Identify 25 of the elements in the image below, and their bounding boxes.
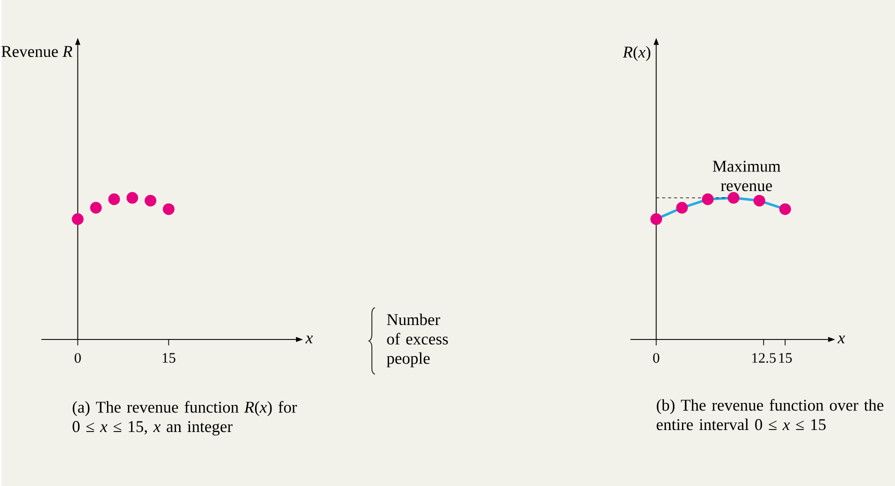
point [728, 192, 740, 204]
point [650, 213, 662, 225]
point [126, 192, 138, 204]
text: Number of excess people [386, 314, 448, 368]
text: (b) The revenue function over the entire interval 0 ≤ x ≤ 15 [656, 398, 884, 430]
x-tick-label: 0 [74, 353, 81, 363]
point [108, 193, 120, 206]
x-tick-label: 15 [162, 352, 176, 363]
x-axis-title: x [838, 336, 845, 344]
x-axis-title: x [305, 336, 313, 344]
x-tick-label: 0 [653, 353, 660, 363]
point [702, 193, 714, 206]
point [754, 194, 766, 206]
x-tick-label: 15 [779, 352, 792, 363]
point [90, 202, 102, 214]
text: (a) The revenue function R(x) for 0 ≤ x ≤ 15, x an integer [72, 400, 297, 436]
ref-line-label: Maximum revenue [712, 160, 780, 192]
x-tick-label: 12.5 [752, 353, 776, 363]
y-axis-title: R(x) [622, 46, 650, 61]
point [144, 194, 156, 206]
point [72, 213, 84, 225]
point [676, 202, 688, 214]
point [162, 203, 175, 215]
y-axis-title: Revenue R [1, 46, 72, 57]
point [779, 203, 791, 215]
